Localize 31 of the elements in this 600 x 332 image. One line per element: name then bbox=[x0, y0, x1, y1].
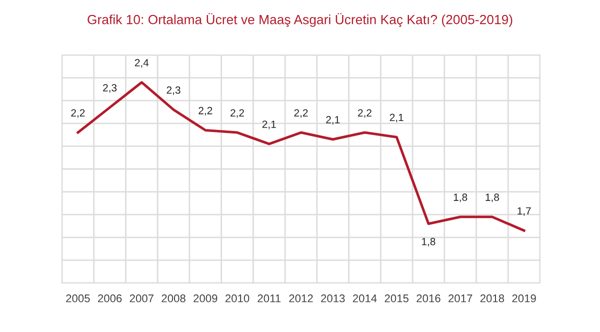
x-tick-label: 2007 bbox=[130, 294, 154, 302]
data-label: 2,1 bbox=[262, 120, 276, 130]
x-tick-label: 2017 bbox=[448, 294, 472, 302]
x-tick-label: 2006 bbox=[98, 294, 122, 302]
x-tick-label: 2008 bbox=[162, 294, 186, 302]
x-tick-label: 2010 bbox=[225, 294, 250, 302]
x-tick-label: 2009 bbox=[194, 294, 218, 302]
data-label: 2,3 bbox=[103, 84, 117, 93]
x-tick-label: 2005 bbox=[66, 294, 90, 302]
data-label: 2,2 bbox=[358, 109, 372, 118]
x-tick-label: 2015 bbox=[384, 294, 408, 302]
data-label: 2,4 bbox=[134, 59, 149, 68]
data-label: 1,7 bbox=[518, 207, 531, 216]
x-tick-label: 2014 bbox=[352, 294, 377, 302]
data-label: 2,2 bbox=[230, 109, 244, 118]
data-label: 2,3 bbox=[166, 86, 180, 96]
data-label: 1,8 bbox=[422, 238, 436, 246]
x-tick-label: 2016 bbox=[416, 294, 440, 302]
data-label: 2,2 bbox=[198, 106, 212, 116]
x-tick-label: 2012 bbox=[289, 294, 313, 302]
data-label: 2,2 bbox=[294, 109, 308, 118]
data-label: 1,8 bbox=[454, 194, 468, 202]
data-label: 2,2 bbox=[71, 109, 85, 118]
data-label: 2,1 bbox=[390, 114, 404, 122]
chart-title: Grafik 10: Ortalama Ücret ve Maaş Asgari Ücretin Kaç Katı? (2005-2019) bbox=[88, 13, 512, 27]
x-tick-label: 2011 bbox=[258, 294, 281, 302]
data-label: 2,1 bbox=[326, 116, 340, 125]
x-tick-label: 2018 bbox=[480, 294, 504, 302]
x-tick-label: 2013 bbox=[321, 294, 345, 302]
data-label: 1,8 bbox=[486, 194, 499, 202]
x-tick-label: 2019 bbox=[512, 294, 536, 302]
